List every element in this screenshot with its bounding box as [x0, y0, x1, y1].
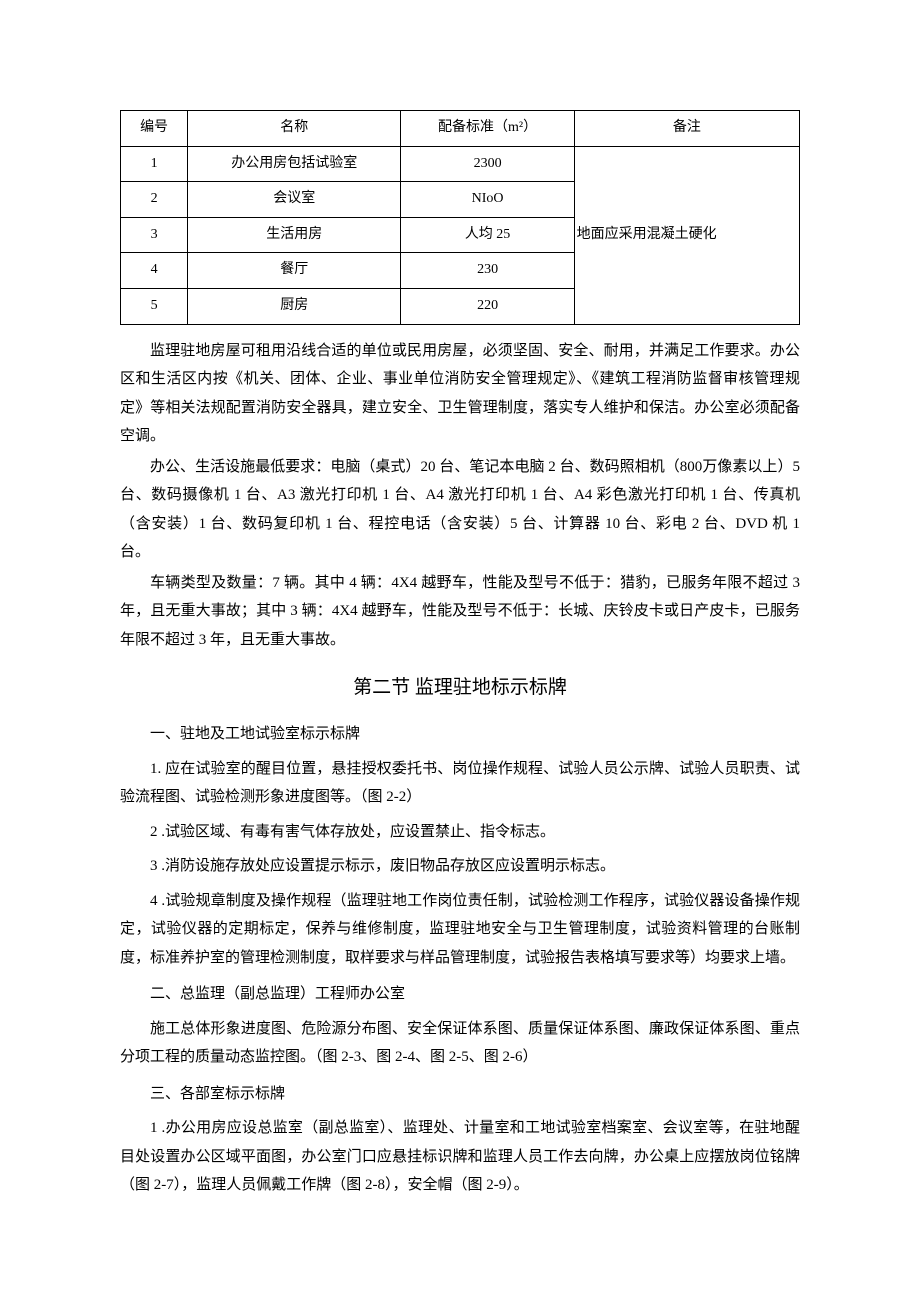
sub-heading-2: 二、总监理（副总监理）工程师办公室 — [120, 980, 800, 1009]
cell-name: 餐厅 — [188, 253, 401, 289]
standards-table: 编号 名称 配备标准（m²） 备注 1 办公用房包括试验室 2300 地面应采用… — [120, 110, 800, 325]
cell-name: 厨房 — [188, 288, 401, 324]
table-row: 1 办公用房包括试验室 2300 地面应采用混凝土硬化 — [121, 146, 800, 182]
item-1: 1. 应在试验室的醒目位置，悬挂授权委托书、岗位操作规程、试验人员公示牌、试验人… — [120, 755, 800, 812]
cell-std: 220 — [401, 288, 574, 324]
cell-num: 3 — [121, 217, 188, 253]
table-header-row: 编号 名称 配备标准（m²） 备注 — [121, 111, 800, 147]
sub-heading-1: 一、驻地及工地试验室标示标牌 — [120, 720, 800, 749]
paragraph-housing: 监理驻地房屋可租用沿线合适的单位或民用房屋，必须坚固、安全、耐用，并满足工作要求… — [120, 337, 800, 451]
cell-name: 办公用房包括试验室 — [188, 146, 401, 182]
cell-std: 人均 25 — [401, 217, 574, 253]
cell-name: 生活用房 — [188, 217, 401, 253]
cell-num: 1 — [121, 146, 188, 182]
cell-num: 5 — [121, 288, 188, 324]
item-2: 2 .试验区域、有毒有害气体存放处，应设置禁止、指令标志。 — [120, 818, 800, 847]
sub-heading-3: 三、各部室标示标牌 — [120, 1080, 800, 1109]
header-note: 备注 — [574, 111, 799, 147]
cell-num: 2 — [121, 182, 188, 218]
item-3: 3 .消防设施存放处应设置提示标示，废旧物品存放区应设置明示标志。 — [120, 852, 800, 881]
cell-note: 地面应采用混凝土硬化 — [574, 146, 799, 324]
item-4: 4 .试验规章制度及操作规程（监理驻地工作岗位责任制，试验检测工作程序，试验仪器… — [120, 887, 800, 973]
cell-std: NIoO — [401, 182, 574, 218]
header-num: 编号 — [121, 111, 188, 147]
section-2-title: 第二节 监理驻地标示标牌 — [120, 670, 800, 706]
header-std: 配备标准（m²） — [401, 111, 574, 147]
cell-std: 2300 — [401, 146, 574, 182]
paragraph-vehicles: 车辆类型及数量：7 辆。其中 4 辆：4X4 越野车，性能及型号不低于：猎豹，已… — [120, 569, 800, 655]
paragraph-equipment: 办公、生活设施最低要求：电脑（桌式）20 台、笔记本电脑 2 台、数码照相机（8… — [120, 453, 800, 567]
cell-std: 230 — [401, 253, 574, 289]
cell-num: 4 — [121, 253, 188, 289]
item-5: 1 .办公用房应设总监室（副总监室）、监理处、计量室和工地试验室档案室、会议室等… — [120, 1114, 800, 1200]
header-name: 名称 — [188, 111, 401, 147]
paragraph-office: 施工总体形象进度图、危险源分布图、安全保证体系图、质量保证体系图、廉政保证体系图… — [120, 1015, 800, 1072]
cell-name: 会议室 — [188, 182, 401, 218]
